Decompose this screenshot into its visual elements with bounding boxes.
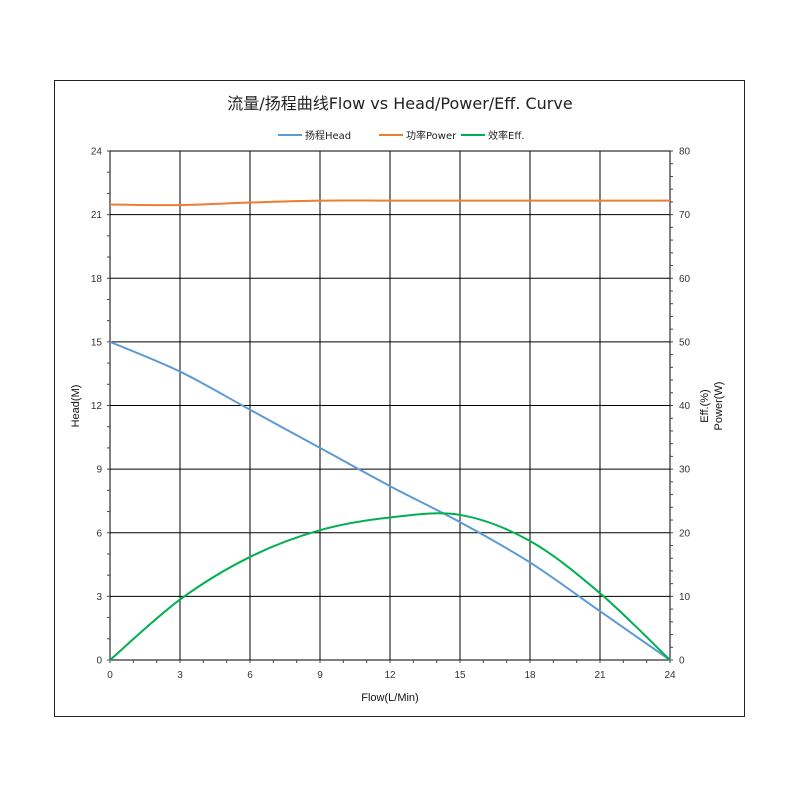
y-left-tick-label: 21 [91,210,103,221]
x-tick-label: 0 [107,670,113,681]
y-right-tick-label: 50 [679,337,691,348]
x-tick-label: 12 [384,670,396,681]
y-right-tick-label: 0 [679,656,685,667]
x-tick-label: 3 [177,670,183,681]
y-left-tick-label: 3 [96,592,102,603]
y-right-axis-title-eff: Eff.(%) [699,389,711,422]
y-right-tick-label: 10 [679,592,691,603]
legend-entry: 效率Eff. [488,129,524,142]
y-left-tick-label: 15 [91,337,103,348]
y-left-tick-label: 18 [91,274,103,285]
series-line-head [109,340,671,661]
x-tick-label: 9 [317,670,323,681]
x-axis-title: Flow(L/Min) [361,692,418,704]
y-right-axis-title-power: Power(W) [713,382,725,431]
chart-svg: 流量/扬程曲线Flow vs Head/Power/Eff. Curve 扬程H… [70,94,725,704]
y-left-tick-label: 6 [96,528,102,539]
x-axis-ticks: 0 3 6 9 12 15 18 21 24 [107,660,676,681]
legend-entry: 扬程Head [305,129,351,142]
chart-frame: 流量/扬程曲线Flow vs Head/Power/Eff. Curve 扬程H… [54,80,745,717]
x-tick-label: 6 [247,670,253,681]
y-left-tick-label: 0 [96,656,102,667]
x-tick-label: 21 [594,670,606,681]
y-right-tick-label: 40 [679,401,691,412]
y-right-tick-label: 30 [679,465,691,476]
y-left-axis-ticks: 0 3 6 9 12 15 18 21 24 [91,147,110,667]
series-layer [109,199,671,661]
y-right-tick-label: 20 [679,528,691,539]
y-right-tick-label: 80 [679,147,691,158]
series-line-power [109,199,670,207]
y-left-tick-label: 9 [96,465,102,476]
y-left-tick-label: 24 [91,147,103,158]
x-tick-label: 15 [454,670,466,681]
y-left-tick-label: 12 [91,401,103,412]
x-tick-label: 18 [524,670,536,681]
y-left-axis-title: Head(M) [70,385,82,428]
legend: 扬程Head 功率Power 效率Eff. [278,129,524,142]
y-right-axis-ticks: 0 10 20 30 40 50 60 70 80 [670,147,691,667]
y-right-tick-label: 60 [679,274,691,285]
chart-title: 流量/扬程曲线Flow vs Head/Power/Eff. Curve [227,94,572,113]
y-right-tick-label: 70 [679,210,691,221]
series-line-eff [109,512,671,661]
x-tick-label: 24 [664,670,676,681]
legend-entry: 功率Power [406,129,457,142]
grid [109,150,671,661]
